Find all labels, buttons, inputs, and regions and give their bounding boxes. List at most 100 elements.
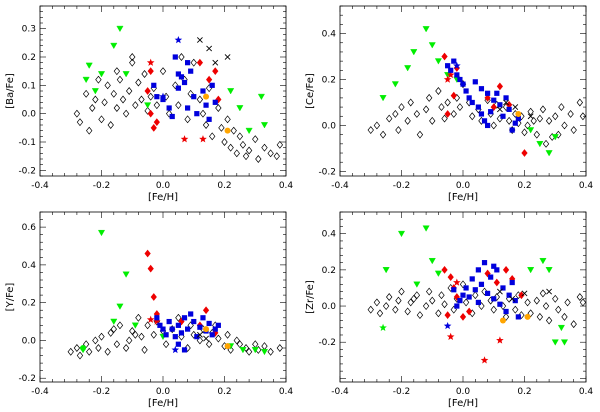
blue-square-point — [212, 99, 218, 105]
field-diamond-point — [190, 58, 197, 67]
field-diamond-point — [450, 110, 457, 118]
red-diamond-point — [147, 264, 154, 273]
blue-square-point — [478, 111, 485, 117]
blue-square-point — [506, 106, 512, 112]
field-diamond-point — [196, 95, 204, 104]
field-diamond-point — [579, 298, 587, 307]
field-diamond-point — [209, 132, 216, 141]
field-diamond-point — [456, 103, 464, 112]
green-triangle-point — [382, 267, 390, 274]
green-triangle-point — [239, 347, 247, 354]
x-axis-label: [Fe/H] — [448, 398, 478, 409]
y-tick-label: -0.2 — [318, 338, 336, 348]
field-diamond-point — [116, 75, 124, 84]
field-diamond-point — [367, 126, 374, 135]
series-red-diamond — [144, 58, 222, 132]
y-axis-label: [Zr/Fe] — [305, 280, 316, 314]
x-tick-label: 0.4 — [579, 181, 594, 191]
field-diamond-point — [438, 103, 445, 112]
green-triangle-point — [97, 229, 106, 237]
blue-star-point — [159, 92, 167, 100]
orange-circle-point — [224, 127, 231, 134]
green-triangle-point — [260, 122, 269, 129]
series-black-x — [196, 331, 209, 342]
blue-square-point — [488, 274, 494, 280]
blue-square-point — [178, 74, 185, 80]
field-diamond-point — [533, 130, 540, 139]
blue-square-point — [497, 102, 503, 108]
green-triangle-point — [97, 71, 106, 78]
black-x-point — [203, 335, 209, 342]
blue-square-point — [481, 260, 488, 266]
blue-square-point — [191, 318, 197, 325]
green-triangle-point — [82, 76, 90, 84]
orange-circle-point — [203, 326, 210, 333]
field-diamond-point — [441, 114, 448, 123]
blue-square-point — [463, 285, 469, 291]
black-x-point — [496, 288, 503, 295]
blue-square-point — [491, 97, 497, 103]
blue-square-point — [181, 79, 188, 86]
black-x-point — [512, 104, 519, 110]
field-diamond-point — [276, 140, 284, 149]
green-triangle-point — [245, 127, 253, 135]
series-black-x — [496, 99, 534, 120]
field-diamond-point — [101, 98, 108, 107]
field-diamond-point — [273, 152, 280, 161]
red-star-point — [199, 135, 207, 143]
blue-square-point — [169, 113, 175, 120]
red-star-point — [446, 332, 455, 341]
field-diamond-point — [233, 149, 240, 158]
field-diamond-point — [175, 313, 182, 322]
black-x-point — [546, 288, 553, 295]
field-diamond-point — [236, 132, 244, 141]
orange-circle-point — [499, 317, 506, 324]
green-triangle-point — [413, 281, 421, 288]
field-diamond-point — [552, 294, 559, 303]
field-diamond-point — [252, 340, 259, 349]
field-diamond-point — [386, 293, 393, 301]
blue-square-point — [515, 115, 521, 122]
field-diamond-point — [224, 115, 231, 124]
y-tick-label: 0.4 — [322, 230, 337, 240]
blue-square-point — [454, 303, 460, 309]
field-diamond-point — [138, 332, 145, 341]
field-diamond-point — [89, 104, 96, 112]
field-diamond-point — [533, 296, 540, 305]
blue-square-point — [188, 311, 194, 317]
black-x-point — [527, 113, 534, 120]
blue-square-point — [203, 102, 209, 108]
blue-square-point — [463, 88, 469, 94]
field-diamond-point — [444, 98, 451, 107]
y-axis-label: [Ba/Fe] — [5, 73, 16, 109]
green-triangle-point — [91, 88, 99, 95]
x-axis-label: [Fe/H] — [148, 398, 178, 409]
green-triangle-point — [557, 324, 565, 332]
y-tick-label: 0.0 — [322, 302, 337, 312]
field-diamond-point — [545, 116, 553, 125]
black-x-point — [196, 37, 203, 43]
blue-square-point — [457, 76, 463, 83]
green-triangle-point — [391, 81, 399, 88]
field-diamond-point — [386, 114, 393, 123]
blue-star-point — [171, 345, 180, 354]
blue-square-point — [172, 334, 178, 340]
field-diamond-point — [379, 130, 387, 139]
field-diamond-point — [175, 101, 182, 110]
green-triangle-point — [251, 347, 259, 354]
red-star-point — [153, 317, 161, 325]
red-star-point — [446, 70, 455, 79]
blue-square-point — [169, 326, 175, 332]
green-triangle-point — [434, 270, 442, 277]
orange-circle-point — [224, 343, 231, 350]
blue-square-point — [503, 95, 509, 101]
series-field-diamond — [367, 280, 587, 329]
field-diamond-point — [367, 305, 374, 314]
red-diamond-point — [493, 278, 500, 287]
field-diamond-point — [92, 336, 99, 345]
field-diamond-point — [398, 103, 405, 112]
field-diamond-point — [107, 328, 114, 337]
red-diamond-point — [196, 58, 204, 67]
field-diamond-point — [218, 123, 225, 132]
